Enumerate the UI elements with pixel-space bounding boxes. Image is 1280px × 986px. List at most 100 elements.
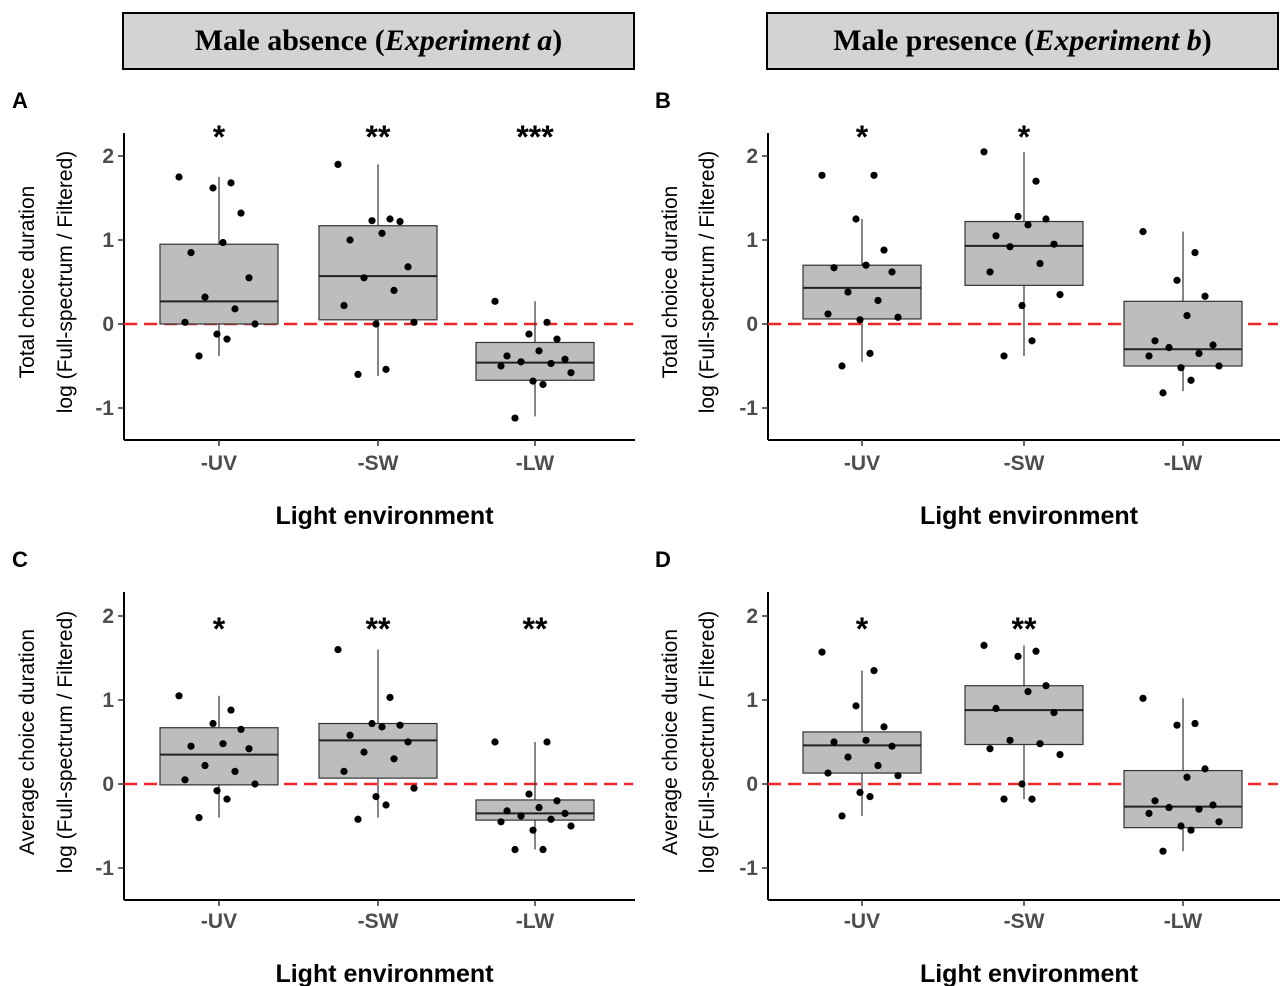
data-point bbox=[547, 815, 555, 823]
data-point bbox=[209, 719, 217, 728]
data-point bbox=[346, 731, 354, 739]
data-point bbox=[547, 359, 555, 368]
data-point bbox=[404, 738, 412, 746]
data-point bbox=[360, 274, 368, 282]
data-point bbox=[862, 736, 870, 744]
data-point bbox=[334, 646, 342, 654]
box-iqr bbox=[475, 799, 595, 821]
panel-b: B Total choice duration log (Full-spectrum… bbox=[655, 88, 1280, 530]
data-point bbox=[213, 787, 221, 795]
data-point bbox=[382, 365, 390, 373]
data-point bbox=[830, 264, 838, 272]
panel-letter: A bbox=[12, 88, 28, 113]
data-point bbox=[1050, 709, 1058, 717]
data-point bbox=[1151, 337, 1159, 345]
data-point bbox=[223, 335, 231, 343]
data-point bbox=[334, 160, 342, 168]
data-point bbox=[354, 370, 362, 378]
data-point bbox=[231, 767, 239, 776]
data-point bbox=[986, 745, 994, 753]
data-point bbox=[396, 217, 404, 226]
significance-marker: * bbox=[213, 119, 226, 155]
data-point bbox=[525, 790, 533, 798]
box-iqr bbox=[318, 722, 438, 779]
data-point bbox=[1050, 240, 1058, 248]
header-male-presence: Male presence (Experiment b) bbox=[766, 12, 1279, 70]
y-tick-label: 0 bbox=[102, 313, 114, 336]
y-tick-label: -1 bbox=[95, 397, 114, 420]
data-point bbox=[201, 761, 209, 770]
data-point bbox=[874, 296, 882, 305]
data-point bbox=[525, 330, 533, 338]
significance-marker: ** bbox=[1012, 611, 1037, 647]
significance-marker: * bbox=[1018, 119, 1031, 155]
data-point bbox=[360, 748, 368, 756]
box-lw bbox=[1123, 231, 1243, 392]
data-point bbox=[386, 693, 394, 702]
data-point bbox=[1195, 805, 1203, 813]
data-point bbox=[818, 648, 826, 656]
data-point bbox=[237, 209, 245, 217]
significance-marker: ** bbox=[523, 611, 548, 647]
data-point bbox=[1187, 376, 1195, 384]
data-point bbox=[195, 352, 203, 360]
data-point bbox=[535, 347, 543, 355]
box-iqr bbox=[1123, 769, 1243, 829]
data-point bbox=[181, 318, 189, 326]
data-point bbox=[491, 738, 499, 746]
data-point bbox=[503, 807, 511, 815]
header-male-absence: Male absence (Experiment a) bbox=[122, 12, 635, 70]
data-point bbox=[213, 330, 221, 338]
data-point bbox=[378, 723, 386, 731]
data-point bbox=[1159, 389, 1167, 397]
data-point bbox=[539, 380, 547, 389]
data-point bbox=[354, 815, 362, 823]
panel-letter: C bbox=[12, 547, 28, 572]
data-point bbox=[511, 414, 519, 422]
box-iqr bbox=[964, 685, 1084, 746]
significance-marker: ** bbox=[366, 611, 391, 647]
x-axis-title: Light environment bbox=[920, 960, 1139, 986]
y-tick-label: 1 bbox=[746, 689, 758, 712]
significance-marker: * bbox=[856, 119, 869, 155]
significance-marker: *** bbox=[516, 119, 554, 155]
data-point bbox=[824, 769, 832, 777]
data-point bbox=[1000, 352, 1008, 360]
data-point bbox=[543, 318, 551, 326]
data-point bbox=[894, 772, 902, 780]
box-iqr bbox=[159, 243, 279, 325]
box-iqr bbox=[318, 225, 438, 321]
data-point bbox=[175, 692, 183, 700]
data-point bbox=[503, 352, 511, 360]
data-point bbox=[1056, 751, 1064, 759]
data-point bbox=[852, 702, 860, 710]
data-point bbox=[201, 293, 209, 301]
data-point bbox=[844, 288, 852, 296]
data-point bbox=[1145, 352, 1153, 360]
data-point bbox=[529, 826, 537, 834]
box-iqr bbox=[802, 731, 922, 774]
box-iqr bbox=[159, 727, 279, 786]
y-tick-label: 0 bbox=[746, 773, 758, 796]
data-point bbox=[390, 286, 398, 294]
box-lw bbox=[475, 742, 595, 850]
x-tick-label: -LW bbox=[516, 452, 555, 475]
data-point bbox=[1145, 809, 1153, 818]
data-point bbox=[1165, 343, 1173, 352]
data-point bbox=[1191, 719, 1199, 728]
y-axis-label: Average choice duration bbox=[659, 629, 682, 855]
data-point bbox=[1173, 276, 1181, 284]
box-lw bbox=[1123, 698, 1243, 852]
data-point bbox=[880, 246, 888, 254]
data-point bbox=[181, 776, 189, 784]
data-point bbox=[535, 803, 543, 812]
data-point bbox=[1024, 688, 1032, 696]
data-point bbox=[1006, 243, 1014, 251]
data-point bbox=[517, 358, 525, 366]
data-point bbox=[1014, 652, 1022, 660]
panel-c: C Average choice duration log (Full-spectr… bbox=[12, 547, 635, 986]
data-point bbox=[1215, 362, 1223, 370]
data-point bbox=[539, 845, 547, 854]
data-point bbox=[390, 755, 398, 763]
data-point bbox=[1183, 312, 1191, 320]
